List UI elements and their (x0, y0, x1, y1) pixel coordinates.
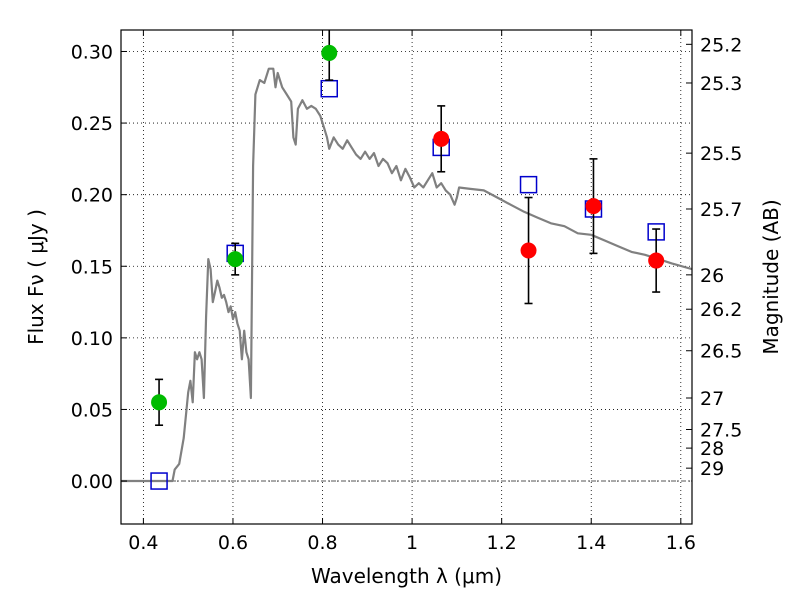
x-axis-label: Wavelength λ (μm) (311, 564, 502, 588)
x-tick-label: 1 (406, 532, 418, 554)
observed-flux-point (585, 198, 602, 215)
y2-tick-label: 27 (700, 388, 724, 410)
observed-flux-point (520, 242, 537, 259)
observed-flux-point (151, 394, 168, 411)
observed-flux-point (321, 44, 338, 61)
y2-tick-label: 29 (700, 458, 724, 480)
x-tick-label: 0.6 (218, 532, 248, 554)
x-tick-label: 0.8 (307, 532, 337, 554)
y-tick-label: 0.20 (71, 185, 113, 207)
observed-flux-point (648, 252, 665, 269)
y-tick-label: 0.25 (71, 113, 113, 135)
model-flux-square (519, 175, 538, 194)
y2-tick-label: 26 (700, 265, 724, 287)
template-sed-line (121, 67, 692, 483)
plot-area (121, 30, 692, 490)
y2-tick-label: 26.2 (700, 299, 742, 321)
y2-tick-label: 25.5 (700, 143, 742, 165)
x-tick-label: 1.6 (666, 532, 696, 554)
x-tick-label: 1.2 (487, 532, 517, 554)
y-tick-label: 0.15 (71, 256, 113, 278)
y2-tick-label: 26.5 (700, 341, 742, 363)
observed-flux-point (227, 251, 244, 268)
plot-frame (120, 29, 693, 525)
y2-axis-label: Magnitude (AB) (759, 199, 783, 354)
observed-flux-point (433, 130, 450, 147)
y2-tick-label: 28 (700, 438, 724, 460)
y-tick-label: 0.00 (71, 471, 113, 493)
model-flux-square (150, 472, 168, 490)
y2-tick-label: 27.5 (700, 419, 742, 441)
y2-tick-label: 25.3 (700, 73, 742, 95)
y-tick-label: 0.30 (71, 41, 113, 63)
x-tick-label: 1.4 (576, 532, 606, 554)
y2-tick-label: 25.7 (700, 199, 742, 221)
y-tick-label: 0.05 (71, 399, 113, 421)
y-axis-label: Flux Fν ( μJy ) (24, 209, 48, 345)
y2-tick-label: 25.2 (700, 34, 742, 56)
y-tick-label: 0.10 (71, 328, 113, 350)
x-tick-label: 0.4 (128, 532, 158, 554)
axis-ticks: 0.4 0.6 0.8 1 1.2 1.4 1.6 0.00 0.05 0.10 0.15 0.20 0… (71, 30, 742, 554)
